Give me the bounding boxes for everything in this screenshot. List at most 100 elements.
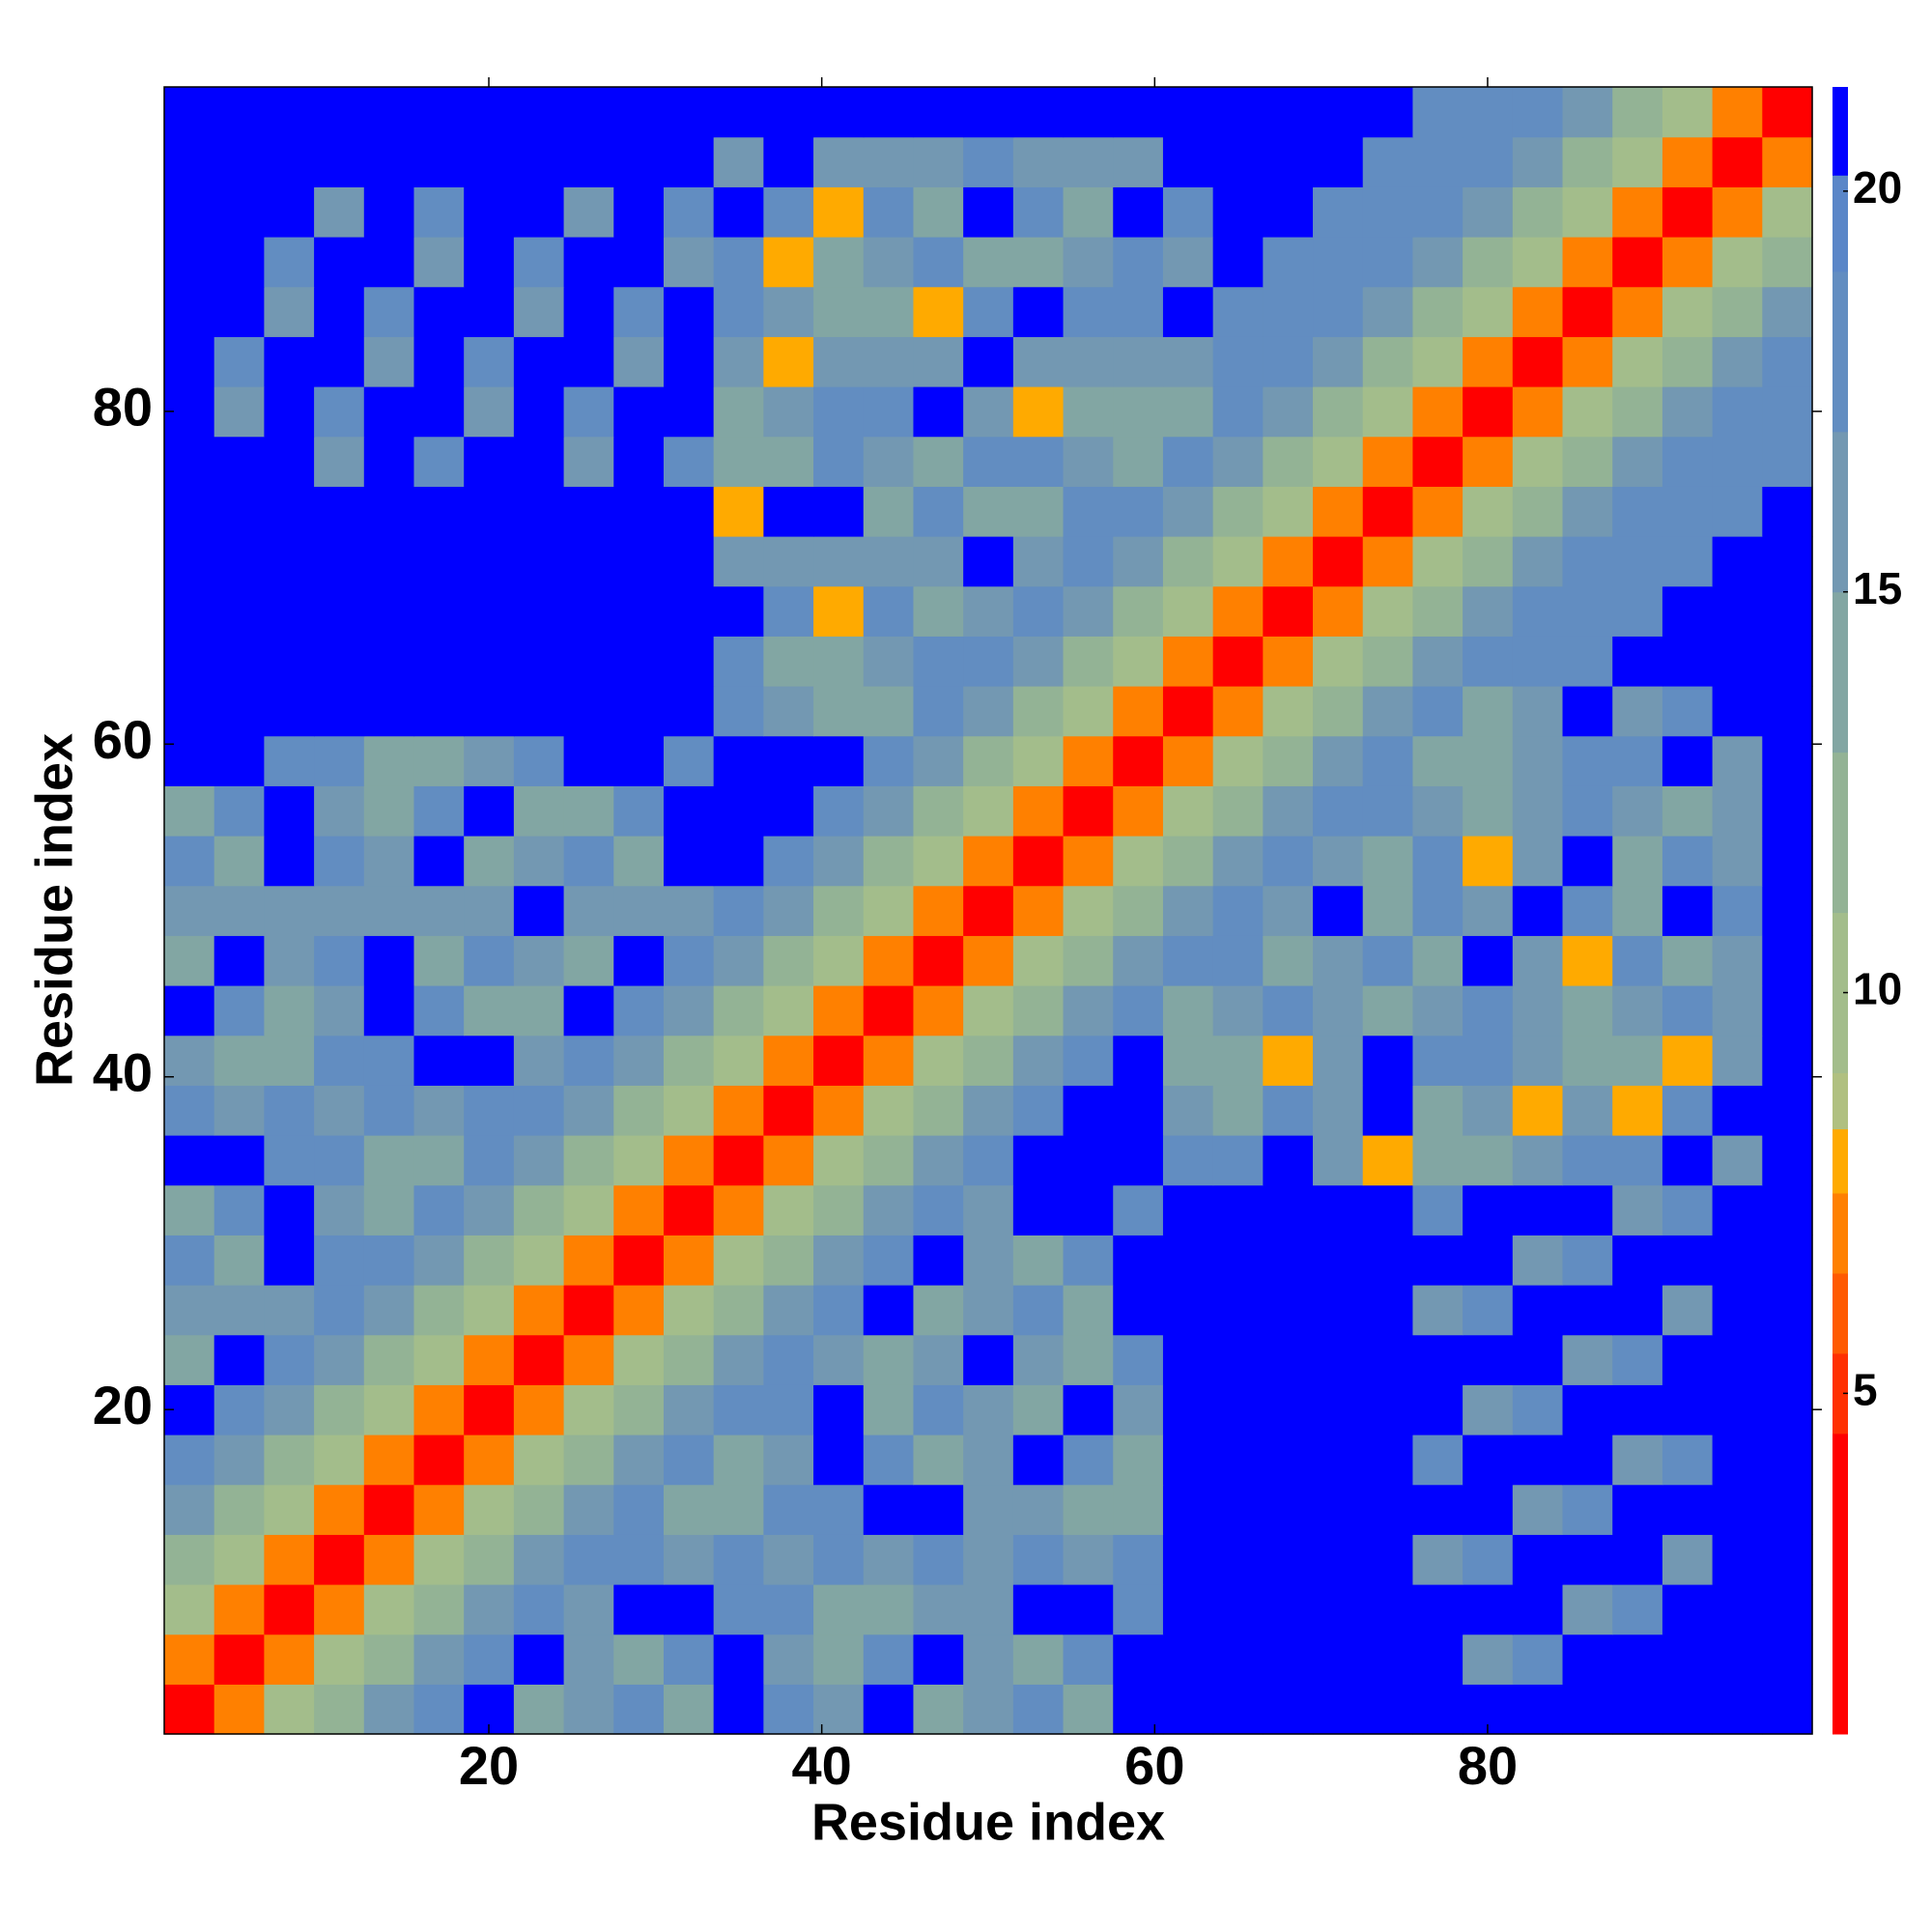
cell <box>213 1085 265 1136</box>
cell <box>1662 1085 1714 1136</box>
cell <box>513 386 565 438</box>
cell <box>1712 1634 1763 1685</box>
cell <box>1662 1285 1714 1336</box>
cell <box>1362 1684 1414 1735</box>
cell <box>1562 1184 1613 1236</box>
cell <box>213 1184 265 1236</box>
cell <box>1463 1484 1514 1535</box>
cell <box>1562 735 1613 786</box>
cell <box>1562 436 1613 487</box>
cell <box>1712 87 1763 138</box>
cell <box>1662 1135 1714 1186</box>
plot-frame <box>163 86 1813 1735</box>
cell <box>1263 486 1314 537</box>
cell <box>613 136 665 187</box>
cell <box>1012 486 1065 537</box>
cell <box>1712 785 1763 837</box>
cell <box>1162 286 1214 337</box>
cell <box>1712 1184 1763 1236</box>
cell <box>213 286 265 337</box>
cell <box>863 386 915 438</box>
cell <box>1762 186 1813 238</box>
cell <box>1113 1684 1164 1735</box>
cell <box>1662 1534 1714 1585</box>
cell <box>1012 836 1065 887</box>
cell <box>863 336 915 387</box>
cell <box>1463 536 1514 587</box>
cell <box>1362 136 1414 187</box>
colorbar-band <box>1833 1128 1848 1194</box>
cell <box>913 885 964 936</box>
cell <box>1012 1534 1065 1585</box>
cell <box>1313 1484 1364 1535</box>
cell <box>963 836 1014 887</box>
cell <box>1263 1085 1314 1136</box>
cell <box>1313 87 1364 138</box>
cell <box>963 186 1014 238</box>
cell <box>863 1584 915 1635</box>
cell <box>464 186 515 238</box>
cell <box>1012 686 1065 737</box>
cell <box>513 836 565 887</box>
cell <box>164 585 215 637</box>
cell <box>913 1085 964 1136</box>
cell <box>763 1534 814 1585</box>
cell <box>314 585 365 637</box>
cell <box>713 985 764 1037</box>
cell <box>413 286 465 337</box>
cell <box>1762 686 1813 737</box>
cell <box>1463 785 1514 837</box>
cell <box>663 1435 715 1486</box>
cell <box>513 286 565 337</box>
cell <box>1263 237 1314 288</box>
cell <box>1063 136 1114 187</box>
cell <box>264 885 315 936</box>
cell <box>863 1235 915 1286</box>
cell <box>1263 735 1314 786</box>
cell <box>713 536 764 587</box>
cell <box>1762 785 1813 837</box>
cell <box>813 436 865 487</box>
cell <box>1512 1035 1564 1086</box>
cell <box>613 1534 665 1585</box>
cell <box>213 935 265 986</box>
cell <box>1562 1584 1613 1635</box>
cell <box>164 836 215 887</box>
cell <box>1662 1684 1714 1735</box>
cell <box>1762 1285 1813 1336</box>
cell <box>164 136 215 187</box>
cell <box>813 336 865 387</box>
cell <box>1263 1484 1314 1535</box>
cell <box>1063 1384 1114 1435</box>
cell <box>763 836 814 887</box>
cell <box>1063 1435 1114 1486</box>
cell <box>1313 1135 1364 1186</box>
cell <box>963 1435 1014 1486</box>
cell <box>1562 1235 1613 1286</box>
cell <box>1313 1584 1364 1635</box>
cell <box>663 1285 715 1336</box>
cell <box>1762 1435 1813 1486</box>
cell <box>763 486 814 537</box>
cell <box>164 1534 215 1585</box>
cell <box>1313 1235 1364 1286</box>
cell <box>1512 686 1564 737</box>
cell <box>363 1135 415 1186</box>
cell <box>1712 735 1763 786</box>
cell <box>1362 536 1414 587</box>
cell <box>613 686 665 737</box>
cell <box>813 386 865 438</box>
cell <box>963 1534 1014 1585</box>
cell <box>1362 1035 1414 1086</box>
cell <box>563 1484 614 1535</box>
cell <box>314 87 365 138</box>
cell <box>613 785 665 837</box>
cell <box>1463 486 1514 537</box>
cell <box>264 386 315 438</box>
cell <box>1612 1584 1663 1635</box>
cell <box>413 935 465 986</box>
cell <box>1662 1035 1714 1086</box>
cell <box>763 1135 814 1186</box>
cell <box>1412 1035 1463 1086</box>
cell <box>164 735 215 786</box>
